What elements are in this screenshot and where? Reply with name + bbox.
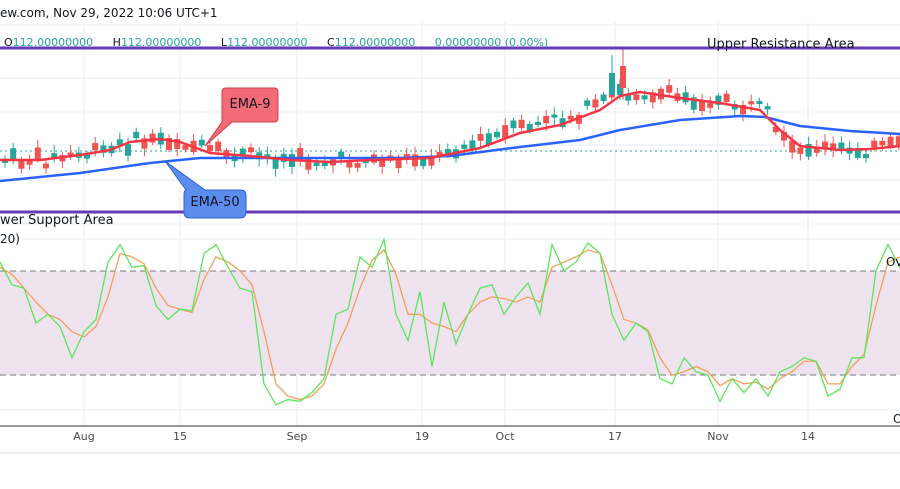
x-axis-label: Aug: [73, 430, 95, 443]
lower-support-label: wer Support Area: [0, 213, 114, 228]
x-axis-label: Oct: [495, 430, 515, 443]
chart-source-line: ew.com, Nov 29, 2022 10:06 UTC+1: [0, 6, 218, 20]
high-value: 112.00000000: [120, 36, 202, 49]
ema-50-callout[interactable]: [164, 160, 247, 219]
stoch-d-line: [0, 248, 900, 401]
overbought-label: Ov: [886, 255, 900, 269]
upper-resistance-label: Upper Resistance Area: [707, 37, 855, 52]
ema-9-callout[interactable]: [204, 87, 279, 147]
candlesticks: [2, 48, 900, 177]
low-label: L: [220, 36, 228, 49]
close-value: 112.00000000: [334, 36, 416, 49]
x-axis-label: 17: [608, 430, 622, 443]
oversold-label: O: [893, 412, 900, 426]
change-value: 0.00000000 (0.00%): [434, 36, 549, 49]
close-label: C: [327, 36, 335, 49]
x-axis-label: Sep: [286, 430, 308, 443]
stochastic-title: 20): [0, 232, 20, 246]
ema-9-callout-label: EMA-9: [229, 97, 271, 112]
low-value: 112.00000000: [227, 36, 308, 49]
high-label: H: [112, 36, 121, 49]
x-axis-label: 15: [173, 430, 187, 443]
x-axis-label: 19: [415, 430, 429, 443]
ema-50-callout-label: EMA-50: [190, 195, 240, 210]
x-axis-label: Nov: [707, 430, 729, 443]
x-axis-label: 14: [801, 430, 815, 443]
ema-9-line: [0, 90, 900, 164]
open-value: 112.00000000: [12, 36, 94, 49]
open-label: O: [4, 36, 13, 49]
stoch-k-line: [0, 237, 900, 406]
ohlc-readout: O112.00000000 H112.00000000 L112.0000000…: [4, 36, 556, 49]
ema-50-line: [0, 114, 900, 183]
